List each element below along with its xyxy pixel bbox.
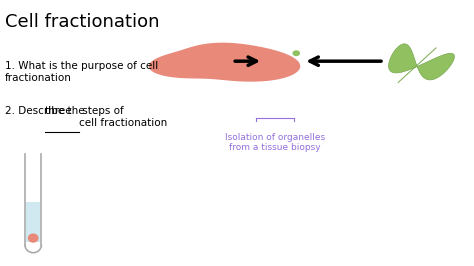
Ellipse shape — [292, 50, 300, 56]
Polygon shape — [389, 44, 455, 80]
Polygon shape — [27, 202, 40, 242]
Text: Isolation of organelles
from a tissue biopsy: Isolation of organelles from a tissue bi… — [225, 133, 325, 152]
Text: three: three — [45, 106, 73, 117]
Ellipse shape — [263, 57, 273, 65]
Text: Cell fractionation: Cell fractionation — [5, 13, 159, 31]
Polygon shape — [149, 43, 300, 82]
Ellipse shape — [28, 234, 38, 243]
Text: 2. Describe the: 2. Describe the — [5, 106, 88, 117]
Text: steps of
cell fractionation: steps of cell fractionation — [79, 106, 167, 128]
Text: 1. What is the purpose of cell
fractionation: 1. What is the purpose of cell fractiona… — [5, 61, 158, 83]
